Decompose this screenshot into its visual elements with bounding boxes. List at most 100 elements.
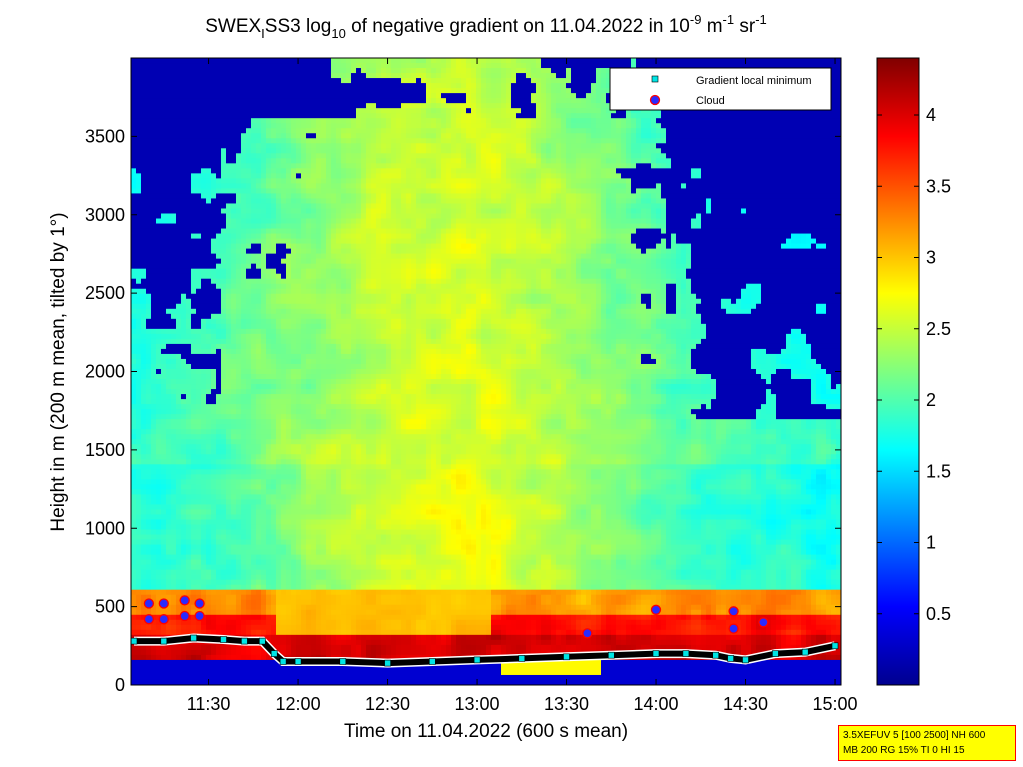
heatmap-cell <box>141 399 147 405</box>
heatmap-cell <box>211 299 217 305</box>
heatmap-cell <box>226 244 232 250</box>
heatmap-cell <box>176 660 182 666</box>
heatmap-cell <box>176 128 182 134</box>
heatmap-cell <box>176 58 182 64</box>
heatmap-cell <box>171 535 177 541</box>
heatmap-cell <box>176 359 182 365</box>
heatmap-cell <box>301 464 307 470</box>
heatmap-cell <box>281 509 287 515</box>
heatmap-cell <box>171 354 177 360</box>
heatmap-cell <box>236 424 242 430</box>
heatmap-cell <box>141 299 147 305</box>
heatmap-cell <box>226 334 232 340</box>
heatmap-cell <box>321 645 327 651</box>
heatmap-cell <box>146 188 152 194</box>
heatmap-cell <box>321 504 327 510</box>
heatmap-cell <box>281 585 287 591</box>
heatmap-cell <box>216 429 222 435</box>
heatmap-cell <box>311 93 317 99</box>
heatmap-cell <box>261 153 267 159</box>
heatmap-cell <box>141 274 147 280</box>
heatmap-cell <box>241 550 247 556</box>
heatmap-cell <box>271 570 277 576</box>
heatmap-cell <box>146 244 152 250</box>
heatmap-cell <box>286 284 292 290</box>
heatmap-cell <box>276 379 282 385</box>
heatmap-cell <box>156 545 162 551</box>
heatmap-cell <box>291 274 297 280</box>
heatmap-cell <box>326 419 332 425</box>
heatmap-cell <box>261 284 267 290</box>
heatmap-cell <box>301 384 307 390</box>
heatmap-cell <box>266 239 272 245</box>
heatmap-cell <box>136 138 142 144</box>
heatmap-cell <box>236 429 242 435</box>
heatmap-cell <box>156 219 162 225</box>
heatmap-cell <box>306 489 312 495</box>
heatmap-cell <box>296 519 302 525</box>
heatmap-cell <box>291 148 297 154</box>
heatmap-cell <box>236 650 242 656</box>
heatmap-cell <box>176 123 182 129</box>
heatmap-cell <box>196 93 202 99</box>
heatmap-cell <box>231 580 237 586</box>
heatmap-cell <box>151 565 157 571</box>
heatmap-cell <box>216 133 222 139</box>
heatmap-cell <box>156 414 162 420</box>
heatmap-cell <box>176 434 182 440</box>
heatmap-cell <box>241 660 247 666</box>
heatmap-cell <box>291 409 297 415</box>
heatmap-cell <box>141 545 147 551</box>
heatmap-cell <box>241 479 247 485</box>
heatmap-cell <box>151 68 157 74</box>
heatmap-cell <box>196 324 202 330</box>
heatmap-cell <box>266 264 272 270</box>
heatmap-cell <box>276 414 282 420</box>
heatmap-cell <box>226 279 232 285</box>
heatmap-cell <box>251 499 257 505</box>
heatmap-cell <box>216 459 222 465</box>
heatmap-cell <box>156 530 162 536</box>
heatmap-cell <box>151 63 157 69</box>
heatmap-cell <box>246 108 252 114</box>
heatmap-cell <box>216 249 222 255</box>
heatmap-cell <box>261 514 267 520</box>
heatmap-cell <box>131 650 137 656</box>
heatmap-cell <box>241 299 247 305</box>
heatmap-cell <box>236 610 242 616</box>
heatmap-cell <box>186 444 192 450</box>
heatmap-cell <box>246 530 252 536</box>
heatmap-cell <box>156 68 162 74</box>
heatmap-cell <box>296 73 302 79</box>
heatmap-cell <box>241 369 247 375</box>
heatmap-cell <box>231 374 237 380</box>
heatmap-cell <box>186 374 192 380</box>
heatmap-cell <box>231 289 237 295</box>
heatmap-cell <box>261 620 267 626</box>
heatmap-cell <box>246 294 252 300</box>
heatmap-cell <box>256 665 262 671</box>
heatmap-cell <box>241 580 247 586</box>
heatmap-cell <box>276 519 282 525</box>
heatmap-cell <box>216 299 222 305</box>
heatmap-cell <box>146 178 152 184</box>
heatmap-cell <box>261 123 267 129</box>
heatmap-cell <box>196 249 202 255</box>
heatmap-cell <box>296 550 302 556</box>
heatmap-cell <box>251 269 257 275</box>
heatmap-cell <box>236 620 242 626</box>
heatmap-cell <box>281 78 287 84</box>
heatmap-cell <box>171 229 177 235</box>
heatmap-cell <box>306 540 312 546</box>
heatmap-cell <box>316 334 322 340</box>
heatmap-cell <box>276 530 282 536</box>
heatmap-cell <box>201 514 207 520</box>
heatmap-cell <box>311 118 317 124</box>
heatmap-cell <box>316 625 322 631</box>
heatmap-cell <box>226 459 232 465</box>
heatmap-cell <box>241 143 247 149</box>
heatmap-cell <box>271 249 277 255</box>
heatmap-cell <box>156 198 162 204</box>
heatmap-cell <box>221 379 227 385</box>
